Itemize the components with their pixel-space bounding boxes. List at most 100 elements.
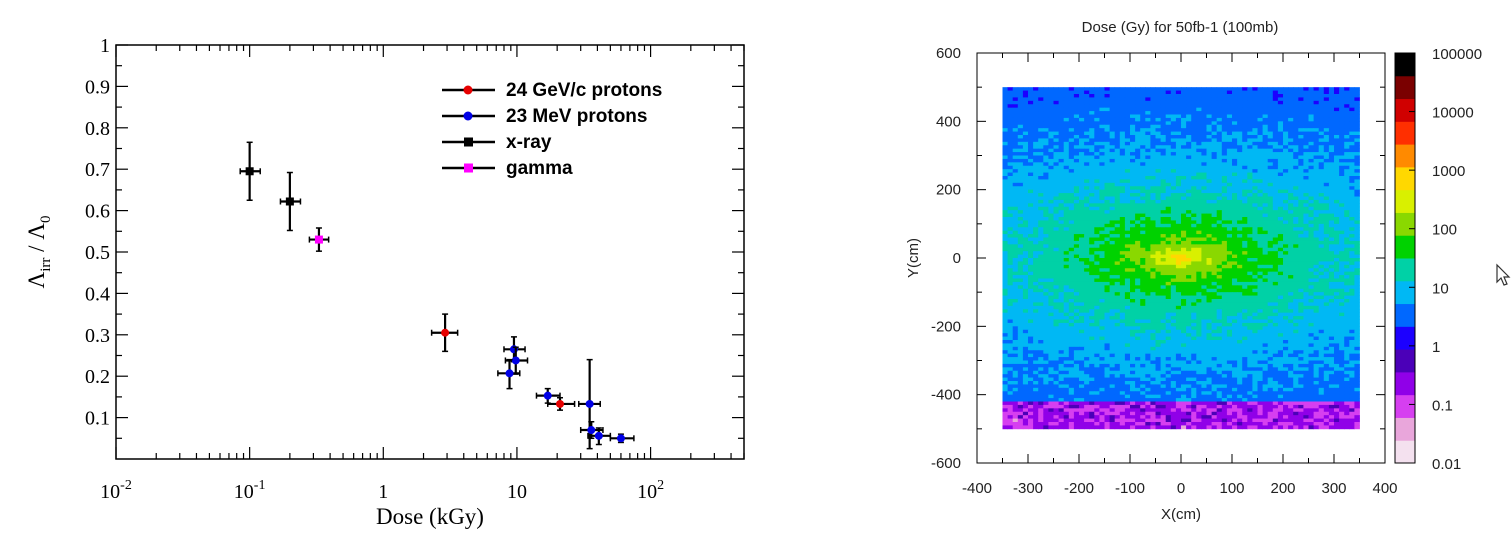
heatmap-cell bbox=[1150, 172, 1156, 177]
heatmap-cell bbox=[1012, 220, 1019, 225]
heatmap-cell bbox=[1267, 295, 1274, 300]
heatmap-cell bbox=[1201, 278, 1207, 283]
heatmap-cell bbox=[1079, 264, 1085, 269]
heatmap-cell bbox=[1252, 141, 1258, 146]
heatmap-cell bbox=[1130, 128, 1136, 132]
heatmap-cell bbox=[1007, 264, 1014, 269]
heatmap-cell bbox=[1145, 199, 1151, 204]
heatmap-cell bbox=[1181, 299, 1187, 303]
heatmap-cell bbox=[1277, 162, 1284, 167]
heatmap-cell bbox=[1232, 299, 1238, 303]
heatmap-cell bbox=[1318, 117, 1325, 122]
heatmap-cell bbox=[1043, 240, 1049, 245]
heatmap-cell bbox=[1109, 107, 1116, 112]
heatmap-cell bbox=[1094, 107, 1100, 112]
heatmap-cell bbox=[1114, 135, 1121, 139]
heatmap-cell bbox=[1298, 117, 1304, 122]
heatmap-cell bbox=[1145, 271, 1151, 276]
heatmap-cell bbox=[1288, 186, 1294, 191]
heatmap-cell bbox=[1334, 281, 1340, 286]
heatmap-cell bbox=[1272, 227, 1279, 232]
heatmap-cell bbox=[1079, 87, 1085, 91]
heatmap-cell bbox=[1150, 237, 1156, 242]
heatmap-cell bbox=[1334, 240, 1340, 245]
heatmap-cell bbox=[1354, 97, 1360, 102]
heatmap-cell bbox=[1303, 217, 1309, 221]
heatmap-cell bbox=[1349, 104, 1355, 109]
heatmap-cell bbox=[1073, 131, 1080, 136]
heatmap-cell bbox=[1079, 251, 1085, 255]
heatmap-cell bbox=[1303, 169, 1309, 173]
heatmap-cell bbox=[1242, 158, 1248, 163]
heatmap-cell bbox=[1339, 135, 1345, 139]
heatmap-cell bbox=[1038, 261, 1044, 266]
heatmap-cell bbox=[1201, 152, 1207, 156]
heatmap-cell bbox=[1022, 206, 1029, 211]
heatmap-cell bbox=[1068, 179, 1075, 184]
heatmap-cell bbox=[1288, 220, 1294, 225]
heatmap-cell bbox=[1232, 158, 1238, 163]
heatmap-cell bbox=[1150, 234, 1156, 238]
heatmap-cell bbox=[1334, 94, 1340, 98]
heatmap-cell bbox=[1119, 104, 1126, 109]
heatmap-cell bbox=[1211, 189, 1218, 194]
heatmap-cell bbox=[1104, 227, 1110, 232]
heatmap-cell bbox=[1242, 169, 1248, 173]
heatmap-cell bbox=[1068, 182, 1075, 187]
heatmap-cell bbox=[1135, 199, 1141, 204]
heatmap-cell bbox=[1058, 189, 1065, 194]
heatmap-cell bbox=[1119, 244, 1126, 249]
heatmap-cell bbox=[1104, 254, 1110, 259]
heatmap-cell bbox=[1191, 176, 1197, 180]
heatmap-cell bbox=[1191, 94, 1197, 98]
heatmap-cell bbox=[1313, 230, 1320, 235]
heatmap-cell bbox=[1339, 107, 1345, 112]
heatmap-cell bbox=[1181, 281, 1187, 286]
heatmap-cell bbox=[1303, 295, 1309, 300]
heatmap-cell bbox=[1267, 312, 1274, 317]
heatmap-cell bbox=[1114, 210, 1121, 214]
heatmap-cell bbox=[1196, 281, 1202, 286]
heatmap-cell bbox=[1226, 254, 1233, 259]
heatmap-cell bbox=[1206, 148, 1212, 153]
heatmap-cell bbox=[1206, 247, 1212, 252]
heatmap-cell bbox=[1181, 104, 1187, 109]
heatmap-cell bbox=[1226, 100, 1233, 105]
heatmap-cell bbox=[1155, 138, 1161, 143]
heatmap-cell bbox=[1155, 169, 1161, 173]
heatmap-cell bbox=[1124, 158, 1131, 163]
heatmap-cell bbox=[1165, 165, 1172, 170]
heatmap-cell bbox=[1216, 220, 1223, 225]
heatmap-cell bbox=[1114, 172, 1121, 177]
heatmap-cell bbox=[1053, 94, 1059, 98]
heatmap-cell bbox=[1114, 268, 1121, 273]
heatmap-cell bbox=[1073, 305, 1080, 310]
heatmap-cell bbox=[1145, 240, 1151, 245]
heatmap-cell bbox=[1119, 94, 1126, 98]
heatmap-cell bbox=[1145, 258, 1151, 262]
heatmap-cell bbox=[1237, 176, 1243, 180]
heatmap-cell bbox=[1323, 90, 1330, 95]
heatmap-cell bbox=[1267, 275, 1274, 279]
heatmap-cell bbox=[1094, 264, 1100, 269]
heatmap-cell bbox=[1308, 312, 1314, 317]
heatmap-cell bbox=[1277, 111, 1284, 115]
heatmap-cell bbox=[1058, 199, 1065, 204]
heatmap-cell bbox=[1262, 145, 1269, 150]
heatmap-cell bbox=[1257, 148, 1263, 153]
heatmap-cell bbox=[1017, 148, 1024, 153]
heatmap-cell bbox=[1175, 117, 1182, 122]
heatmap-cell bbox=[1283, 302, 1289, 307]
heatmap-cell bbox=[1073, 264, 1080, 269]
heatmap-cell bbox=[1262, 210, 1269, 214]
heatmap-cell bbox=[1298, 193, 1304, 197]
heatmap-cell bbox=[1221, 223, 1228, 228]
heatmap-cell bbox=[1114, 148, 1121, 153]
heatmap-cell bbox=[1043, 264, 1049, 269]
heatmap-cell bbox=[1150, 203, 1156, 208]
heatmap-cell bbox=[1022, 288, 1029, 293]
heatmap-cell bbox=[1211, 104, 1218, 109]
heatmap-cell bbox=[1257, 124, 1263, 129]
heatmap-cell bbox=[1155, 271, 1161, 276]
heatmap-cell bbox=[1334, 131, 1340, 136]
